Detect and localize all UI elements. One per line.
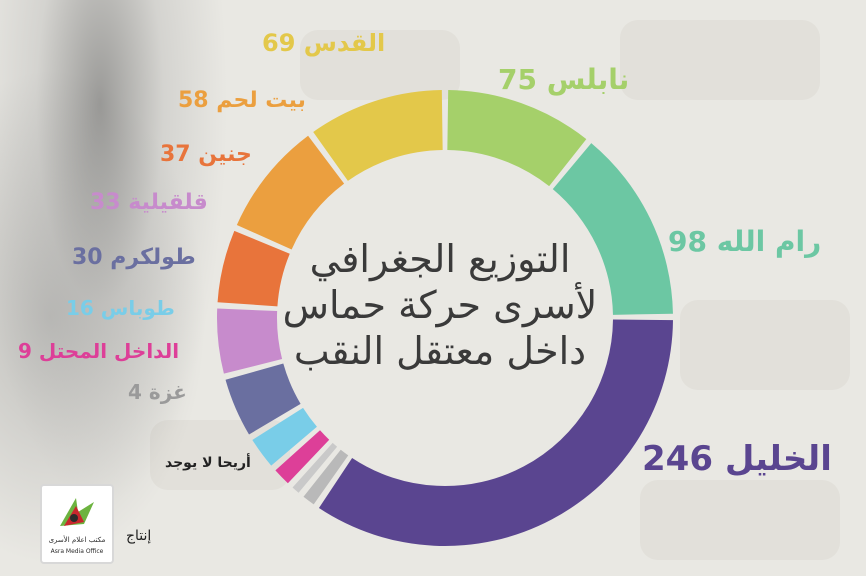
donut-slice	[552, 143, 673, 315]
label-tubas: طوباس 16	[66, 296, 175, 320]
background-stone	[620, 20, 820, 100]
donut-slice	[292, 442, 338, 493]
faded-prisoner-photo	[0, 0, 250, 576]
label-jenin: جنين 37	[160, 142, 252, 167]
title-line-1: التوزيع الجغرافي	[309, 237, 571, 281]
donut-slice	[225, 363, 301, 435]
background-stone	[680, 300, 850, 390]
title-line-2: لأسرى حركة حماس	[282, 283, 598, 327]
title-line-3: داخل معتقل النقب	[293, 329, 587, 373]
donut-slice	[313, 90, 443, 181]
asra-media-office-logo: مكتب اعلام الأسرى Asra Media Office	[40, 484, 114, 564]
label-qalqilya: قلقيلية 33	[90, 190, 208, 215]
logo-arabic-text: مكتب اعلام الأسرى	[48, 536, 106, 544]
label-nablus: نابلس 75	[498, 63, 630, 96]
label-bethlehem: بيت لحم 58	[178, 88, 306, 113]
label-gaza: غزة 4	[128, 380, 187, 404]
chart-title: التوزيع الجغرافي لأسرى حركة حماس داخل مع…	[280, 236, 600, 374]
donut-slice	[447, 90, 587, 187]
logo-emblem	[60, 498, 94, 526]
label-hebron: الخليل 246	[642, 439, 832, 479]
label-occupied-interior: الداخل المحتل 9	[18, 339, 180, 363]
background-stone	[300, 30, 460, 100]
logo-english-text: Asra Media Office	[50, 548, 104, 555]
donut-slice	[217, 230, 290, 307]
donut-slice	[303, 449, 349, 505]
label-tulkarm: طولكرم 30	[72, 245, 196, 270]
label-ramallah: رام الله 98	[668, 225, 822, 258]
label-jericho: أريحا لا يوجد	[165, 455, 251, 471]
donut-slice	[252, 407, 317, 466]
donut-slice	[236, 135, 345, 250]
background-stone	[640, 480, 840, 560]
donut-slice	[318, 319, 673, 547]
donut-slice	[275, 430, 330, 484]
donut-slice	[217, 308, 283, 374]
label-jerusalem: القدس 69	[262, 29, 386, 57]
producer-label: إنتاج	[126, 528, 152, 544]
